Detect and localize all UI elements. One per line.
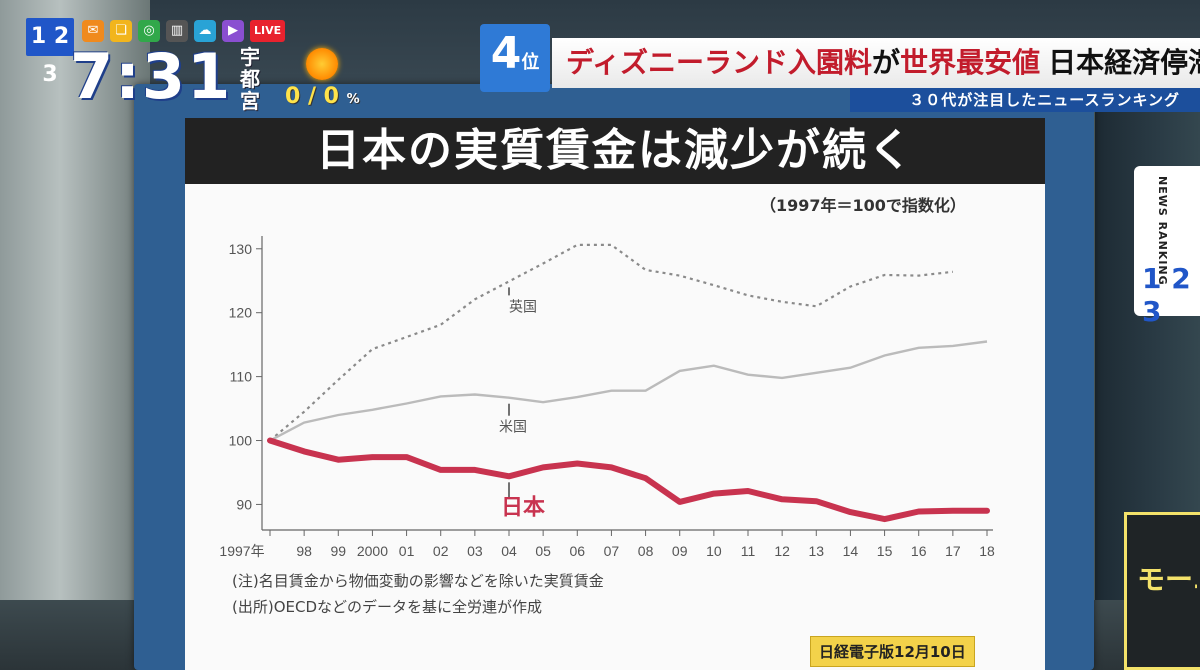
precipitation-value: 0 / 0 (285, 84, 339, 109)
news-ranking-tag: NEWS RANKING 1 2 3 (1134, 166, 1200, 328)
x-tick-label: 11 (741, 543, 756, 559)
chart-series (267, 243, 990, 523)
x-tick-label: 17 (945, 543, 961, 559)
bookmark-icon: ❏ (110, 20, 132, 42)
hud-icon-row: ✉ ❏ ◎ ▥ ☁ ▶ LIVE (82, 20, 286, 42)
mug: モーニ CRO (1124, 512, 1200, 670)
x-tick-label: 98 (296, 543, 312, 559)
series-line-米国 (269, 340, 988, 442)
x-tick-label: 10 (706, 543, 722, 559)
series-label-英国: 英国 (509, 298, 537, 315)
series-label-日本: 日本 (501, 495, 545, 520)
source-badge: 日経電子版12月10日 (810, 636, 975, 667)
x-tick-label: 13 (808, 543, 824, 559)
weather-icon: ☁ (194, 20, 216, 42)
x-tick-label: 01 (399, 543, 415, 559)
y-tick-label: 130 (229, 241, 253, 257)
headline-emphasis: 世界最安値 (900, 46, 1041, 79)
chart-title: 日本の実質賃金は減少が続く (185, 118, 1045, 184)
live-badge: LIVE (250, 20, 286, 42)
play-icon: ▶ (222, 20, 244, 42)
y-axis-ticks: 90 100 110 120 130 (229, 241, 262, 512)
chart-note: (注)名目賃金から物価変動の影響などを除いた実質賃金 (232, 572, 604, 590)
x-tick-label: 2000 (357, 543, 388, 559)
precipitation-unit: % (346, 92, 360, 107)
news-ranking-text: NEWS RANKING (1156, 176, 1169, 286)
sun-icon (306, 48, 338, 80)
x-tick-label: 1997年 (219, 543, 264, 559)
x-tick-label: 99 (330, 543, 346, 559)
rank-suffix: 位 (521, 52, 540, 73)
x-tick-label: 12 (774, 543, 790, 559)
x-axis-ticks: 1997年 98 99 2000 01 02 03 04 05 06 07 08 09 10 11 12 13 1… (219, 530, 995, 559)
x-tick-label: 04 (501, 543, 517, 559)
x-tick-label: 05 (535, 543, 551, 559)
chat-icon: ✉ (82, 20, 104, 42)
rank-badge: 4位 (480, 24, 550, 92)
chart-axes (261, 236, 993, 531)
y-tick-label: 90 (236, 496, 252, 512)
x-tick-label: 02 (433, 543, 449, 559)
x-tick-label: 06 (569, 543, 585, 559)
precipitation: 0 / 0 % (285, 84, 360, 109)
studio-background-left (0, 0, 150, 670)
x-tick-label: 03 (467, 543, 483, 559)
headline: ディズニーランド入園料が世界最安値日本経済停滞か (552, 38, 1200, 88)
series-line-英国 (269, 243, 954, 442)
globe-icon: ◎ (138, 20, 160, 42)
y-tick-label: 110 (230, 369, 253, 385)
chart-source-note: (出所)OECDなどのデータを基に全労連が作成 (232, 598, 543, 616)
x-tick-label: 15 (877, 543, 893, 559)
news-ranking-logo: 1 2 3 (1142, 262, 1191, 328)
index-note: （1997年＝100で指数化） (760, 196, 966, 215)
x-tick-label: 07 (604, 543, 620, 559)
series-line-日本 (267, 437, 990, 523)
headline-question: 日本経済停滞か (1048, 46, 1200, 79)
y-tick-label: 100 (229, 433, 253, 449)
ranking-subtitle: ３０代が注目したニュースランキング (850, 88, 1200, 112)
y-tick-label: 120 (229, 305, 253, 321)
city-name: 宇都宮 (240, 45, 260, 113)
series-label-米国: 米国 (499, 420, 527, 436)
chart-panel (185, 118, 1045, 670)
headline-particle: が (872, 46, 901, 79)
barcode-icon: ▥ (166, 20, 188, 42)
x-tick-label: 18 (979, 543, 995, 559)
channel-logo: 1 2 3 (26, 18, 74, 87)
clock: 7:31 (70, 40, 233, 113)
rank-number: 4 (490, 28, 522, 79)
mug-text: モーニ CRO (1137, 565, 1197, 595)
x-tick-label: 09 (672, 543, 688, 559)
x-tick-label: 16 (911, 543, 927, 559)
x-tick-label: 08 (638, 543, 654, 559)
headline-topic: ディズニーランド入園料 (566, 46, 873, 79)
x-tick-label: 14 (843, 543, 859, 559)
